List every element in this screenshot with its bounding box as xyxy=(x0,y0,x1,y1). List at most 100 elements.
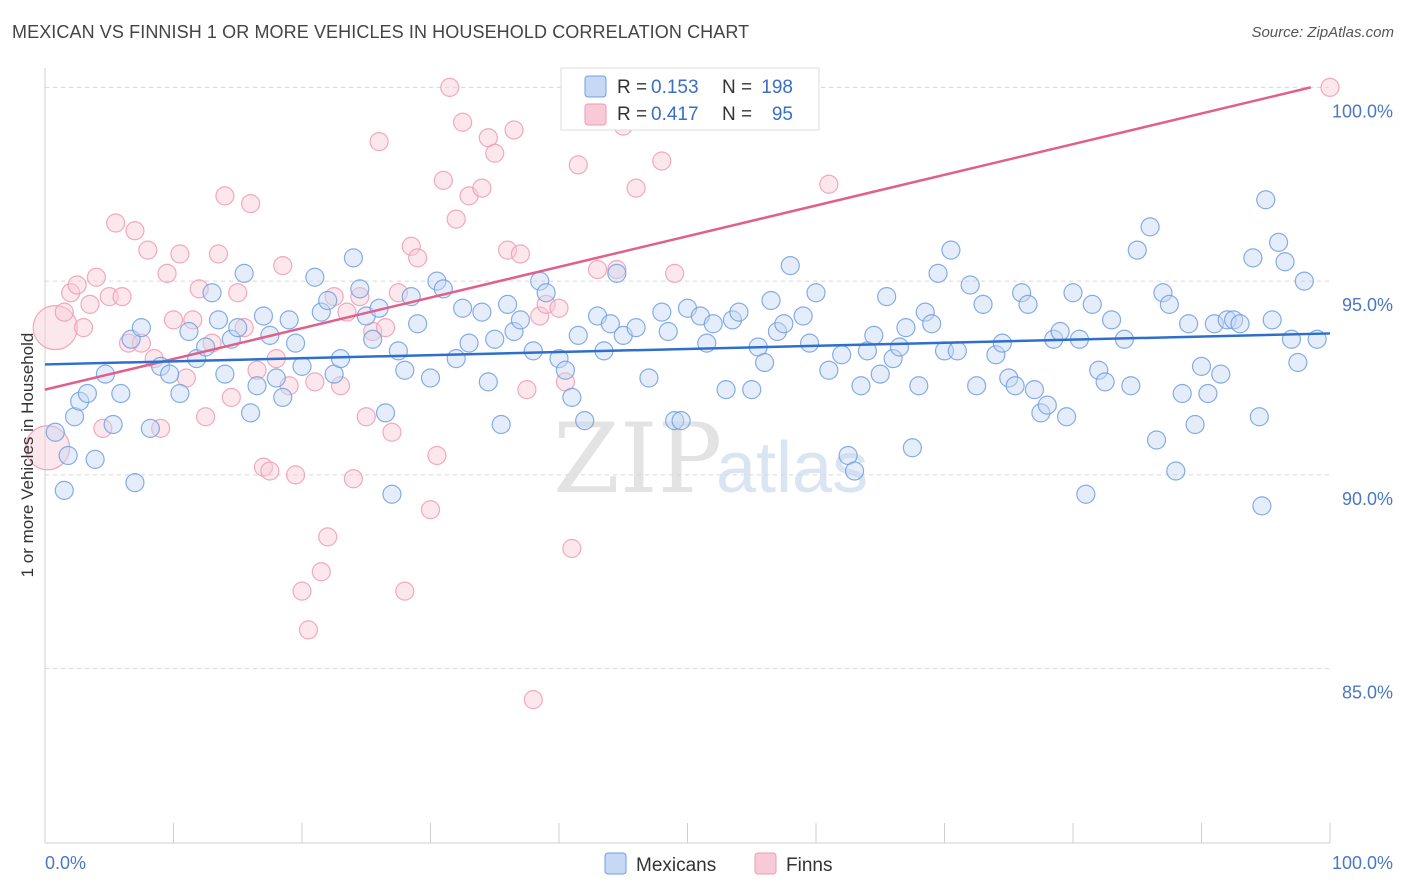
mexican-point-126 xyxy=(1005,376,1025,396)
mexican-point-17 xyxy=(179,321,199,342)
y-tick-label-90: 90.0% xyxy=(1342,489,1393,509)
mexican-point-6 xyxy=(85,449,105,469)
finn-point-75 xyxy=(549,298,569,318)
finn-point-3 xyxy=(61,283,81,303)
finn-point-80 xyxy=(587,259,608,280)
finn-point-19 xyxy=(163,310,184,330)
mexican-point-87 xyxy=(716,380,736,400)
mexican-point-118 xyxy=(941,240,961,260)
y-axis-label: 1 or more Vehicles in Household xyxy=(18,333,37,578)
finn-point-43 xyxy=(318,527,338,547)
finn-point-15 xyxy=(138,240,158,260)
mexican-point-67 xyxy=(549,349,569,369)
mexicans-n-value: 198 xyxy=(761,77,793,98)
mexican-point-86 xyxy=(703,314,723,334)
mexican-point-125 xyxy=(999,368,1019,388)
chart-title: MEXICAN VS FINNISH 1 OR MORE VEHICLES IN… xyxy=(12,22,750,42)
mexican-point-162 xyxy=(1252,496,1272,516)
source-label: Source: ZipAtlas.com xyxy=(1251,24,1394,41)
mexican-point-93 xyxy=(761,290,781,311)
finn-point-84 xyxy=(626,178,646,198)
mexican-point-166 xyxy=(1275,252,1295,272)
finn-point-69 xyxy=(504,120,524,140)
mexican-point-140 xyxy=(1095,372,1115,392)
mexican-point-27 xyxy=(247,376,267,396)
y-tick-labels: 85.0% 90.0% 95.0% 100.0% xyxy=(1332,101,1393,702)
mexican-point-5 xyxy=(77,383,98,404)
mexican-point-115 xyxy=(922,314,942,334)
finn-point-56 xyxy=(401,236,421,256)
mexican-point-52 xyxy=(427,271,447,291)
finns-trend-line xyxy=(44,86,1312,391)
mexican-point-35 xyxy=(305,267,325,287)
finn-point-86 xyxy=(652,151,672,171)
mexican-point-154 xyxy=(1198,383,1218,404)
mexican-point-43 xyxy=(363,329,383,349)
finn-point-28 xyxy=(221,387,241,407)
mexican-point-147 xyxy=(1153,283,1173,303)
finn-point-34 xyxy=(260,461,280,481)
mexican-point-77 xyxy=(626,318,646,338)
mexican-point-110 xyxy=(889,337,910,357)
mexican-point-159 xyxy=(1230,314,1250,334)
mexican-point-89 xyxy=(729,302,749,322)
mexican-point-137 xyxy=(1076,484,1096,504)
mexican-point-138 xyxy=(1082,294,1102,314)
mexican-point-128 xyxy=(1018,294,1038,314)
mexican-point-143 xyxy=(1121,376,1141,396)
watermark-zip: ZIP xyxy=(553,403,722,515)
legend-finns-label: Finns xyxy=(786,855,832,876)
mexican-point-51 xyxy=(420,368,441,388)
finn-point-22 xyxy=(183,310,203,330)
mexican-point-68 xyxy=(555,360,576,380)
finn-point-11 xyxy=(112,287,132,307)
y-tick-label-95: 95.0% xyxy=(1342,295,1393,315)
mexican-point-80 xyxy=(658,321,678,342)
series-legend: Mexicans Finns xyxy=(604,852,832,876)
mexicans-trend-line xyxy=(44,332,1331,366)
mexican-point-41 xyxy=(350,279,370,299)
finns-r-label: R = xyxy=(617,104,647,125)
mexican-point-36 xyxy=(311,302,331,322)
finn-point-20 xyxy=(170,244,190,264)
mexican-point-153 xyxy=(1191,356,1212,376)
mexican-point-127 xyxy=(1011,283,1032,303)
mexican-point-161 xyxy=(1249,407,1269,427)
finn-point-78 xyxy=(568,155,588,175)
mexican-point-164 xyxy=(1262,310,1282,330)
mexican-point-64 xyxy=(523,341,543,361)
mexican-point-30 xyxy=(266,368,286,388)
finn-point-63 xyxy=(453,112,473,132)
finn-point-32 xyxy=(247,360,267,380)
finns-legend-swatch xyxy=(584,103,607,126)
finn-point-58 xyxy=(420,500,441,520)
finn-point-1 xyxy=(32,305,78,351)
mexican-point-40 xyxy=(343,248,363,268)
mexican-point-114 xyxy=(915,302,935,322)
finn-point-4 xyxy=(67,275,87,295)
mexicans-n-label: N = xyxy=(722,77,752,98)
mexican-point-96 xyxy=(780,256,800,276)
mexican-point-97 xyxy=(793,306,813,326)
finn-point-67 xyxy=(485,143,505,163)
mexicans-r-value: 0.153 xyxy=(651,77,699,98)
mexican-point-168 xyxy=(1288,352,1308,373)
mexican-point-15 xyxy=(160,364,180,384)
finn-point-73 xyxy=(530,306,550,326)
mexican-point-167 xyxy=(1281,329,1302,349)
mexican-point-135 xyxy=(1063,283,1083,303)
mexican-point-58 xyxy=(478,372,498,392)
finn-point-42 xyxy=(311,562,331,582)
mexican-point-121 xyxy=(967,376,987,396)
mexican-point-150 xyxy=(1172,383,1192,404)
finn-point-14 xyxy=(131,333,151,353)
finn-point-72 xyxy=(523,690,543,710)
finn-point-70 xyxy=(510,244,531,264)
mexican-point-111 xyxy=(896,318,916,338)
mexican-point-57 xyxy=(472,302,492,322)
mexican-point-146 xyxy=(1146,430,1167,450)
finn-point-51 xyxy=(369,132,389,152)
mexican-point-134 xyxy=(1056,407,1077,427)
watermark-atlas: atlas xyxy=(716,428,868,508)
